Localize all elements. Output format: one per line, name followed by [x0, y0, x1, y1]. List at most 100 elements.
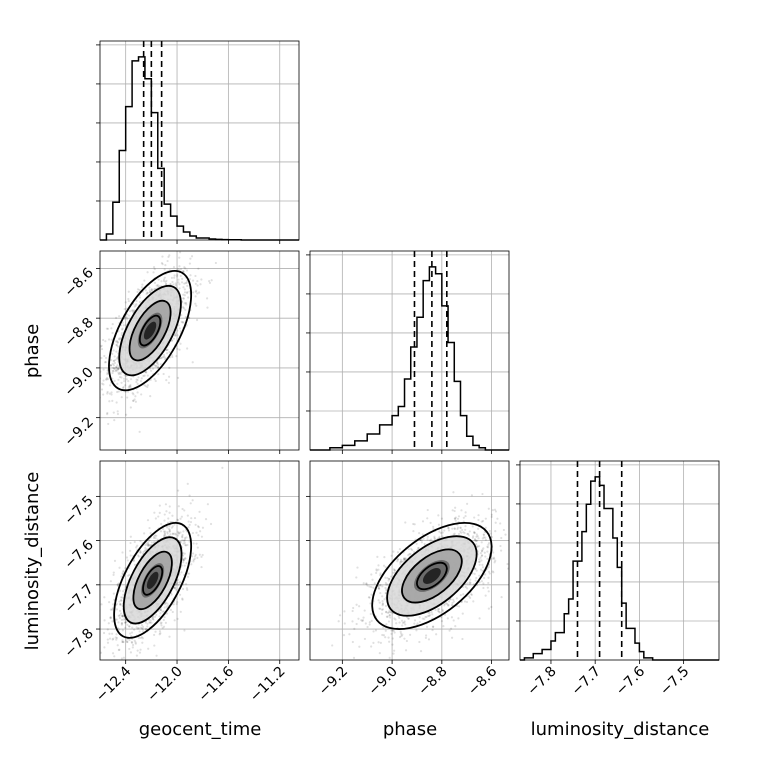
scatter-point [214, 261, 217, 265]
scatter-point [147, 544, 150, 548]
scatter-point [141, 283, 144, 286]
scatter-point [118, 614, 121, 617]
scatter-point [150, 369, 153, 372]
scatter-point [466, 532, 469, 536]
scatter-point [144, 370, 148, 374]
scatter-point [179, 330, 182, 333]
scatter-point [108, 637, 112, 640]
scatter-point [143, 279, 146, 282]
scatter-point [467, 534, 470, 537]
scatter-point [133, 628, 136, 631]
scatter-point [119, 603, 122, 607]
scatter-point [396, 551, 400, 554]
scatter-point [124, 626, 127, 629]
scatter-point [124, 621, 128, 624]
scatter-point [172, 532, 175, 535]
scatter-point [115, 602, 119, 606]
scatter-point [384, 576, 387, 579]
scatter-point [377, 586, 380, 589]
scatter-point [92, 386, 94, 388]
scatter-point [382, 564, 386, 567]
scatter-point [173, 333, 176, 336]
scatter-point [470, 593, 473, 597]
scatter-point [124, 301, 127, 304]
scatter-point [154, 517, 157, 520]
scatter-point [403, 557, 406, 560]
contour-line [122, 536, 183, 625]
scatter-panel-phase-vs-luminosity-distance: −9.2 −9.0 −8.8 −8.6 [306, 460, 510, 699]
scatter-point [420, 541, 423, 544]
scatter-point [110, 327, 113, 330]
scatter-point [413, 619, 417, 622]
scatter-point [421, 520, 425, 523]
contour-line [113, 522, 193, 639]
scatter-point [430, 538, 433, 541]
scatter-point [486, 557, 489, 560]
scatter-point [482, 536, 485, 539]
panel-frame [99, 40, 300, 241]
scatter-point [109, 364, 113, 367]
scatter-point [182, 307, 186, 310]
scatter-point [129, 378, 133, 381]
scatter-point [491, 570, 494, 573]
scatter-point [188, 290, 191, 293]
scatter-point [133, 398, 136, 401]
scatter-point [387, 636, 390, 639]
scatter-point [165, 510, 168, 513]
contour-line [371, 522, 493, 630]
scatter-point [463, 600, 467, 603]
scatter-point [168, 525, 171, 528]
scatter-point [475, 539, 479, 542]
scatter-point [379, 607, 382, 610]
scatter-point [360, 619, 363, 622]
scatter-point [123, 377, 126, 380]
scatter-point [134, 395, 137, 398]
scatter-point [200, 555, 203, 558]
scatter-point [487, 581, 490, 585]
scatter-point [106, 628, 109, 631]
scatter-point [163, 532, 166, 535]
scatter-point [168, 530, 171, 533]
scatter-point [189, 274, 192, 277]
scatter-point [159, 609, 162, 612]
scatter-point [159, 632, 162, 635]
scatter-point [155, 361, 159, 365]
scatter-point [152, 618, 155, 621]
scatter-point [167, 381, 171, 384]
scatter-point [132, 393, 135, 396]
scatter-point [468, 581, 471, 584]
scatter-point [121, 590, 125, 593]
scatter-point [194, 290, 197, 293]
scatter-point [139, 551, 142, 554]
scatter-point [167, 255, 170, 259]
scatter-point [146, 385, 149, 389]
scatter-point [461, 528, 464, 532]
scatter-point [377, 599, 380, 602]
scatter-point [109, 580, 112, 583]
scatter-point [439, 531, 443, 535]
scatter-point [487, 507, 490, 510]
scatter-point [126, 640, 129, 644]
scatter-point [146, 544, 149, 547]
scatter-point [175, 583, 178, 586]
scatter-point [103, 354, 106, 358]
scatter-point [102, 383, 105, 386]
scatter-point [116, 583, 119, 586]
scatter-point [121, 614, 124, 617]
scatter-point [499, 544, 502, 548]
scatter-point [186, 588, 189, 591]
scatter-point [363, 609, 366, 612]
scatter-point [179, 274, 182, 278]
scatter-point [132, 399, 135, 403]
scatter-point [119, 602, 122, 606]
scatter-point [124, 621, 127, 624]
scatter-point [162, 353, 166, 357]
scatter-point [454, 506, 457, 509]
scatter-point [378, 587, 381, 590]
scatter-point [428, 614, 431, 618]
scatter-point [139, 539, 142, 543]
scatter-point [506, 562, 509, 566]
density-shade [146, 571, 159, 590]
scatter-point [165, 605, 168, 608]
scatter-point [459, 526, 462, 530]
